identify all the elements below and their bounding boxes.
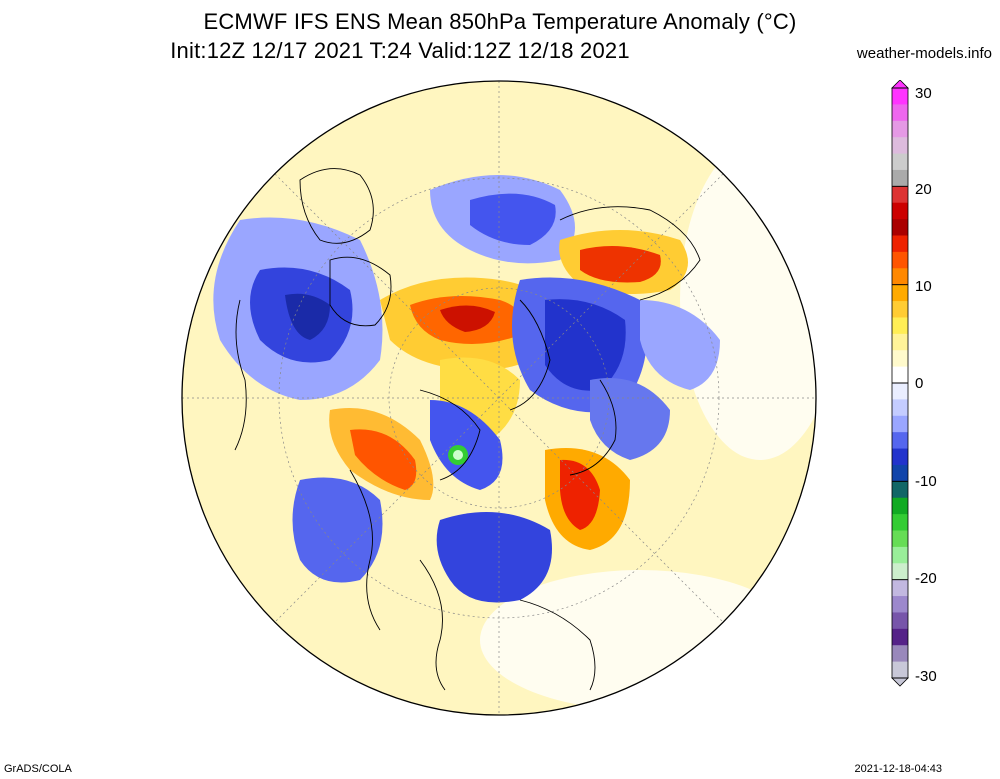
colorbar-swatch	[892, 88, 908, 105]
footer-credit: GrADS/COLA	[4, 763, 72, 775]
colorbar-swatch	[892, 202, 908, 220]
colorbar-swatch	[892, 530, 908, 548]
colorbar-tick-label: -10	[915, 473, 937, 490]
colorbar-swatch	[892, 464, 908, 482]
colorbar-tick-label: 0	[915, 375, 924, 392]
colorbar-swatch	[892, 186, 908, 204]
colorbar-tick-label: -30	[915, 668, 937, 685]
colorbar-tick-label: -20	[915, 570, 937, 587]
coastlines	[234, 168, 701, 691]
colorbar-swatch	[892, 628, 908, 646]
colorbar-swatch	[892, 284, 908, 302]
colorbar-swatch	[892, 432, 908, 450]
colorbar-swatch	[892, 645, 908, 663]
colorbar-swatch	[892, 333, 908, 351]
colorbar-swatch	[892, 153, 908, 171]
colorbar-swatch	[892, 235, 908, 253]
colorbar-swatch	[892, 383, 908, 400]
footer-timestamp: 2021-12-18-04:43	[854, 763, 942, 775]
colorbar-swatch	[892, 596, 908, 613]
colorbar-swatch	[892, 546, 908, 564]
colorbar-swatch	[892, 563, 908, 581]
colorbar-swatch	[892, 251, 908, 269]
colorbar-swatch	[892, 350, 908, 368]
map-subtitle: Init:12Z 12/17 2021 T:24 Valid:12Z 12/18…	[170, 38, 630, 63]
colorbar-min-arrow	[891, 677, 909, 687]
colorbar-swatch	[892, 497, 908, 515]
map-border	[181, 80, 817, 716]
colorbar-swatch	[892, 268, 908, 286]
colorbar-tick-label: 10	[915, 278, 932, 295]
colorbar-swatch	[892, 104, 908, 122]
colorbar-swatch	[892, 415, 908, 433]
colorbar-swatch	[892, 317, 908, 335]
colorbar-swatch	[892, 219, 908, 236]
colorbar-swatch	[892, 301, 908, 318]
anomaly-field	[182, 81, 816, 715]
colorbar-swatch	[892, 481, 908, 499]
colorbar-swatch	[892, 661, 908, 679]
source-label: weather-models.info	[856, 45, 992, 62]
colorbar-swatch	[892, 137, 908, 155]
colorbar-swatch	[892, 399, 908, 417]
colorbar-swatch	[892, 612, 908, 630]
colorbar-swatch	[892, 120, 908, 138]
colorbar-swatch	[892, 366, 908, 384]
colorbar-max-arrow	[891, 80, 909, 89]
colorbar	[891, 80, 909, 687]
colorbar-tick-label: 20	[915, 181, 932, 198]
map-title: ECMWF IFS ENS Mean 850hPa Temperature An…	[203, 9, 797, 34]
colorbar-swatch	[892, 169, 908, 187]
colorbar-swatch	[892, 514, 908, 531]
colorbar-swatch	[892, 448, 908, 466]
colorbar-swatch	[892, 579, 908, 597]
colorbar-tick-label: 30	[915, 85, 932, 102]
